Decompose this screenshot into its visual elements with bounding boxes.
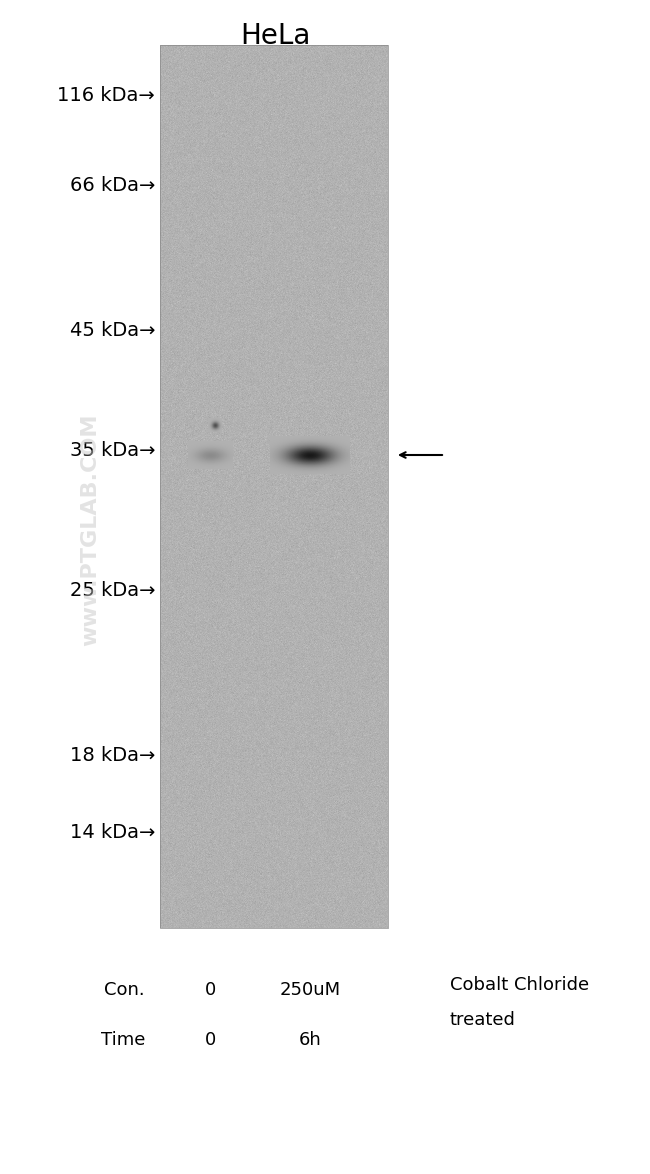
Text: 35 kDa→: 35 kDa→ bbox=[70, 440, 155, 459]
Text: 116 kDa→: 116 kDa→ bbox=[57, 86, 155, 104]
Text: 66 kDa→: 66 kDa→ bbox=[70, 175, 155, 195]
Text: HeLa: HeLa bbox=[240, 22, 310, 50]
Text: 45 kDa→: 45 kDa→ bbox=[70, 321, 155, 339]
Text: 14 kDa→: 14 kDa→ bbox=[70, 823, 155, 842]
Text: 25 kDa→: 25 kDa→ bbox=[70, 580, 155, 600]
Text: 6h: 6h bbox=[298, 1031, 321, 1050]
Text: treated: treated bbox=[450, 1011, 516, 1028]
Text: 18 kDa→: 18 kDa→ bbox=[70, 745, 155, 764]
Text: 0: 0 bbox=[204, 1031, 216, 1050]
Text: 250uM: 250uM bbox=[280, 981, 341, 999]
Text: 0: 0 bbox=[204, 981, 216, 999]
Text: Cobalt Chloride: Cobalt Chloride bbox=[450, 976, 589, 994]
Bar bbox=[160, 45, 388, 927]
Text: Time: Time bbox=[101, 1031, 145, 1050]
Text: www.PTGLAB.COM: www.PTGLAB.COM bbox=[80, 413, 100, 646]
Text: Con.: Con. bbox=[105, 981, 145, 999]
